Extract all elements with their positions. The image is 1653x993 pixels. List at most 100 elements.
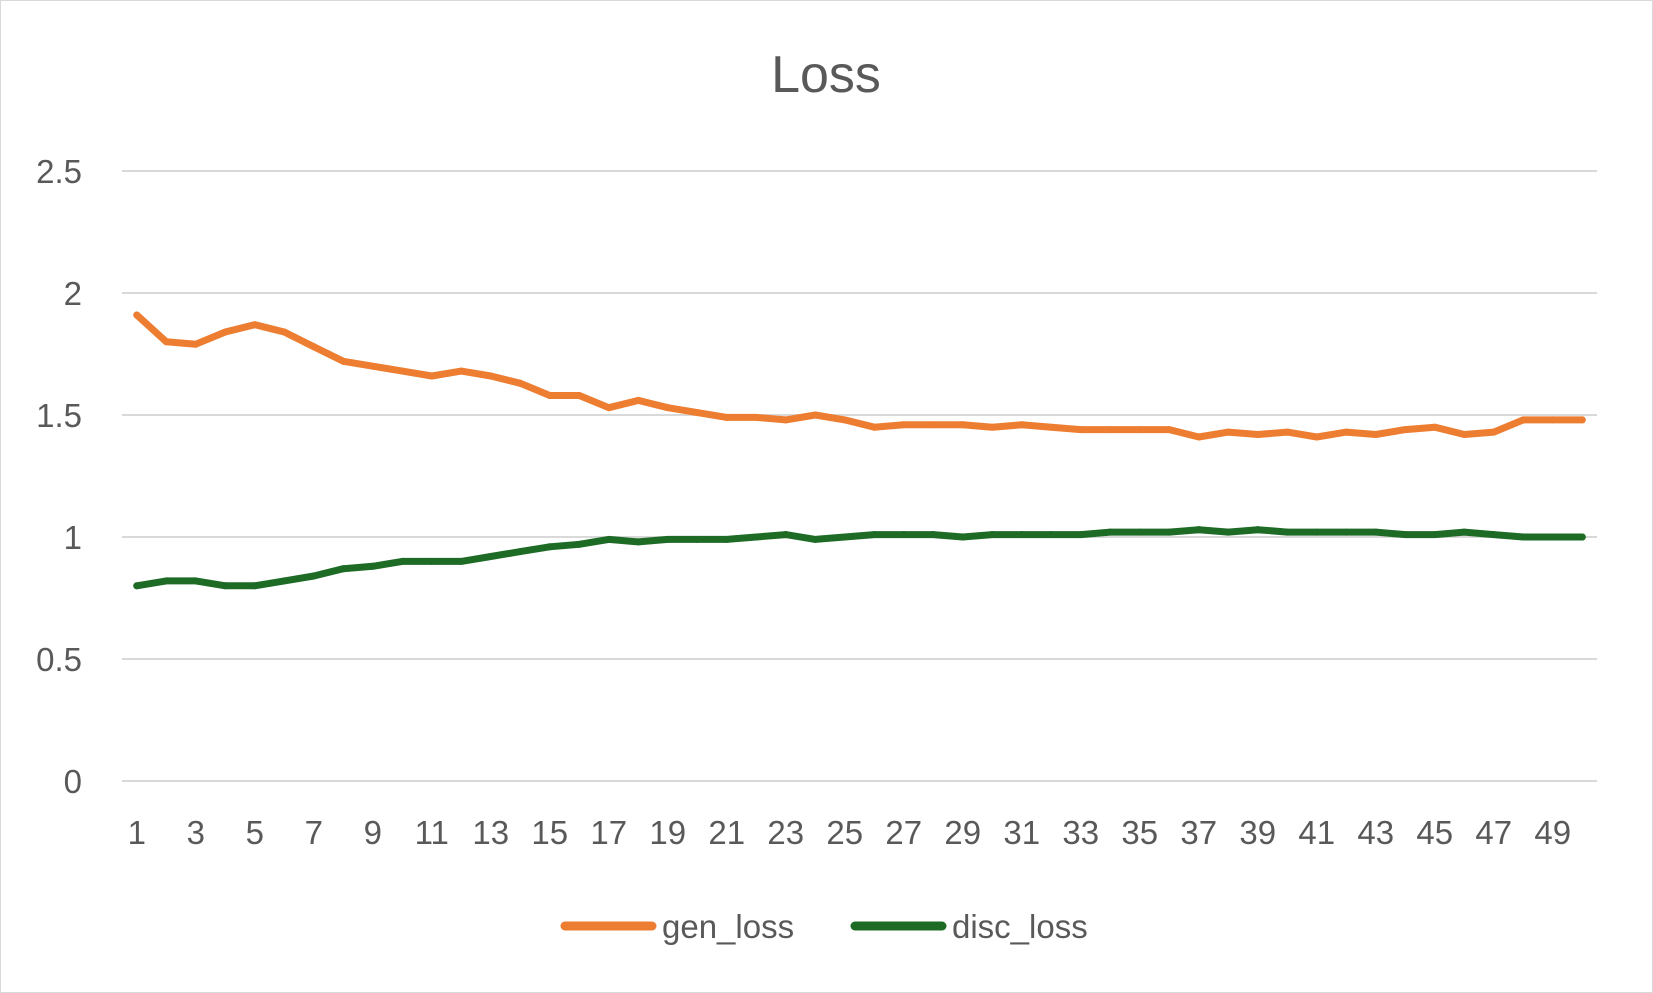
x-axis-tick-labels: 1 3 5 7 9 11 13 15 17 19 21 23 25 27 29 31 33 35 37 39 41 43 4… [128, 814, 1572, 851]
y-tick-label: 0.5 [36, 641, 82, 678]
data-point-gen_loss [546, 391, 554, 399]
data-point-disc_loss [1283, 528, 1291, 536]
data-point-disc_loss [811, 535, 819, 543]
data-point-gen_loss [1342, 428, 1350, 436]
data-point-gen_loss [1401, 426, 1409, 434]
data-point-disc_loss [339, 565, 347, 573]
data-point-disc_loss [221, 582, 229, 590]
data-point-disc_loss [693, 535, 701, 543]
data-point-gen_loss [870, 423, 878, 431]
data-point-gen_loss [1283, 428, 1291, 436]
data-point-gen_loss [1490, 428, 1498, 436]
data-point-gen_loss [1224, 428, 1232, 436]
series-gen_loss [133, 311, 1586, 441]
data-point-disc_loss [870, 531, 878, 539]
legend-label-gen_loss: gen_loss [662, 908, 794, 945]
data-point-gen_loss [664, 404, 672, 412]
x-tick-label: 5 [246, 814, 264, 851]
data-point-disc_loss [929, 531, 937, 539]
data-point-disc_loss [428, 557, 436, 565]
data-point-disc_loss [723, 535, 731, 543]
data-point-gen_loss [693, 409, 701, 417]
data-point-disc_loss [900, 531, 908, 539]
data-point-disc_loss [575, 540, 583, 548]
x-tick-label: 23 [767, 814, 804, 851]
data-point-disc_loss [398, 557, 406, 565]
data-point-gen_loss [752, 413, 760, 421]
x-tick-label: 43 [1357, 814, 1394, 851]
y-tick-label: 0 [64, 763, 82, 800]
x-tick-label: 33 [1062, 814, 1099, 851]
data-point-disc_loss [1136, 528, 1144, 536]
data-point-disc_loss [546, 543, 554, 551]
x-tick-label: 1 [128, 814, 146, 851]
data-point-gen_loss [516, 379, 524, 387]
data-point-disc_loss [1106, 528, 1114, 536]
x-tick-label: 35 [1121, 814, 1158, 851]
x-tick-label: 25 [826, 814, 863, 851]
data-point-gen_loss [900, 421, 908, 429]
x-tick-label: 9 [364, 814, 382, 851]
x-tick-label: 37 [1180, 814, 1217, 851]
data-point-disc_loss [192, 577, 200, 585]
data-point-gen_loss [811, 411, 819, 419]
data-point-gen_loss [398, 367, 406, 375]
series-line-gen_loss [133, 311, 1586, 441]
data-point-disc_loss [1342, 528, 1350, 536]
y-tick-label: 1 [64, 519, 82, 556]
data-point-disc_loss [1460, 528, 1468, 536]
data-point-disc_loss [1519, 533, 1527, 541]
x-tick-label: 27 [885, 814, 922, 851]
data-point-disc_loss [1490, 531, 1498, 539]
data-point-disc_loss [310, 572, 318, 580]
data-point-disc_loss [1549, 533, 1557, 541]
gridlines [122, 170, 1597, 782]
data-point-gen_loss [221, 328, 229, 336]
x-tick-label: 45 [1416, 814, 1453, 851]
data-point-gen_loss [605, 404, 613, 412]
data-point-gen_loss [457, 367, 465, 375]
x-tick-label: 7 [305, 814, 323, 851]
data-point-disc_loss [1224, 528, 1232, 536]
data-point-disc_loss [988, 531, 996, 539]
data-point-disc_loss [162, 577, 170, 585]
data-point-gen_loss [1372, 431, 1380, 439]
data-point-disc_loss [841, 533, 849, 541]
data-point-gen_loss [428, 372, 436, 380]
data-point-gen_loss [782, 416, 790, 424]
y-tick-label: 2 [64, 275, 82, 312]
data-point-disc_loss [1195, 526, 1203, 534]
data-point-disc_loss [1401, 531, 1409, 539]
data-point-gen_loss [1578, 416, 1586, 424]
data-point-disc_loss [487, 553, 495, 561]
x-tick-label: 17 [590, 814, 627, 851]
data-point-disc_loss [634, 538, 642, 546]
x-tick-label: 11 [415, 814, 449, 851]
x-tick-label: 15 [531, 814, 568, 851]
data-point-gen_loss [929, 421, 937, 429]
data-point-disc_loss [369, 562, 377, 570]
data-point-gen_loss [1136, 426, 1144, 434]
data-point-disc_loss [1077, 531, 1085, 539]
data-point-disc_loss [605, 535, 613, 543]
data-point-disc_loss [664, 535, 672, 543]
data-point-gen_loss [1106, 426, 1114, 434]
data-point-gen_loss [1549, 416, 1557, 424]
data-point-gen_loss [1313, 433, 1321, 441]
data-point-disc_loss [1047, 531, 1055, 539]
data-point-disc_loss [1431, 531, 1439, 539]
data-point-disc_loss [516, 548, 524, 556]
x-tick-label: 39 [1239, 814, 1276, 851]
data-point-gen_loss [1195, 433, 1203, 441]
series-lines [133, 311, 1586, 590]
data-point-disc_loss [251, 582, 259, 590]
x-tick-label: 47 [1475, 814, 1512, 851]
y-axis-tick-labels: 0 0.5 1 1.5 2 2.5 [36, 153, 82, 800]
y-tick-label: 1.5 [36, 397, 82, 434]
data-point-gen_loss [723, 413, 731, 421]
data-point-gen_loss [1047, 423, 1055, 431]
data-point-disc_loss [1372, 528, 1380, 536]
data-point-gen_loss [1519, 416, 1527, 424]
